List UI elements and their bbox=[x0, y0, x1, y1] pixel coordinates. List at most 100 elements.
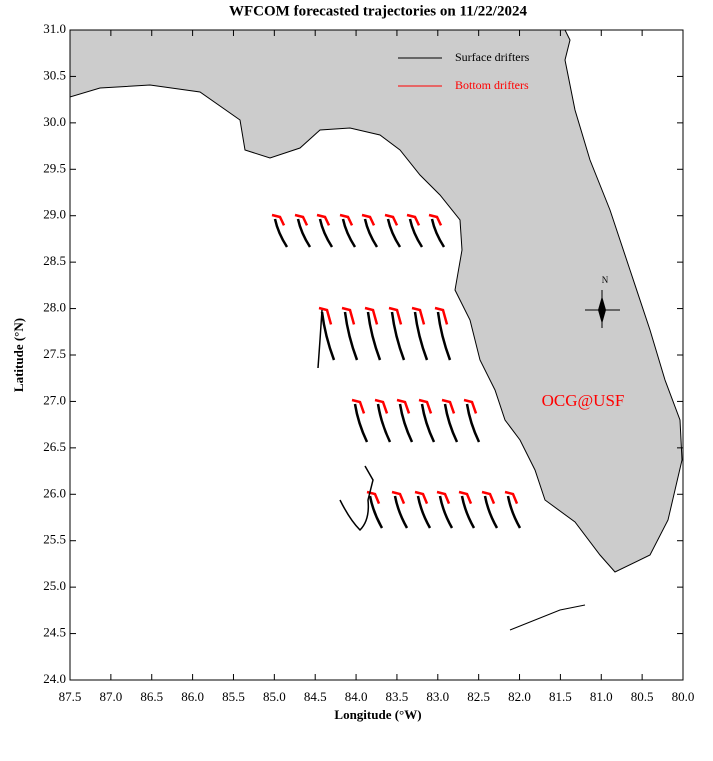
x-tick-label: 80.0 bbox=[672, 689, 695, 704]
bottom-trajectory bbox=[384, 213, 399, 226]
bottom-trajectory bbox=[418, 398, 433, 414]
x-tick-label: 82.0 bbox=[508, 689, 531, 704]
bottom-trajectory bbox=[414, 490, 429, 505]
x-tick-label: 86.0 bbox=[181, 689, 204, 704]
watermark: OCG@USF bbox=[542, 391, 625, 410]
bottom-trajectory bbox=[351, 398, 366, 414]
y-tick-label: 29.5 bbox=[43, 160, 66, 175]
bottom-trajectory bbox=[364, 306, 379, 325]
legend-label: Surface drifters bbox=[455, 50, 530, 64]
trajectories bbox=[271, 213, 522, 532]
y-tick-label: 31.0 bbox=[43, 21, 66, 36]
bottom-trajectory bbox=[441, 398, 456, 414]
bottom-trajectory bbox=[504, 490, 519, 505]
y-tick-label: 29.0 bbox=[43, 207, 66, 222]
compass: N bbox=[585, 275, 620, 328]
surface-trajectory bbox=[408, 218, 424, 248]
chart-title: WFCOM forecasted trajectories on 11/22/2… bbox=[229, 3, 527, 19]
surface-trajectory bbox=[413, 311, 429, 361]
x-tick-label: 85.0 bbox=[263, 689, 286, 704]
bottom-trajectory bbox=[481, 490, 496, 505]
keys bbox=[509, 604, 586, 631]
surface-trajectory bbox=[296, 218, 312, 248]
bottom-trajectory bbox=[341, 306, 356, 325]
y-tick-label: 25.0 bbox=[43, 578, 66, 593]
surface-trajectory bbox=[341, 218, 357, 248]
x-tick-label: 83.5 bbox=[386, 689, 409, 704]
y-tick-label: 30.0 bbox=[43, 114, 66, 129]
surface-trajectory bbox=[366, 311, 382, 361]
surface-trajectory bbox=[318, 218, 334, 248]
y-tick-label: 28.5 bbox=[43, 253, 66, 268]
bottom-trajectory bbox=[361, 213, 376, 226]
compass-needle bbox=[598, 296, 606, 324]
bottom-trajectory bbox=[339, 213, 354, 226]
x-tick-label: 80.5 bbox=[631, 689, 654, 704]
x-tick-label: 87.0 bbox=[99, 689, 122, 704]
surface-trajectory bbox=[416, 495, 432, 529]
surface-trajectory bbox=[390, 311, 406, 361]
surface-trajectory bbox=[363, 218, 379, 248]
bottom-trajectory bbox=[406, 213, 421, 226]
surface-trajectory bbox=[317, 309, 323, 369]
surface-trajectory bbox=[460, 495, 476, 529]
compass-label: N bbox=[602, 275, 609, 285]
x-tick-label: 85.5 bbox=[222, 689, 245, 704]
surface-trajectory bbox=[506, 495, 522, 529]
bottom-trajectory bbox=[428, 213, 443, 226]
bottom-trajectory bbox=[434, 306, 449, 325]
bottom-trajectory bbox=[463, 398, 478, 414]
x-tick-label: 83.0 bbox=[426, 689, 449, 704]
y-tick-label: 26.5 bbox=[43, 439, 66, 454]
surface-trajectory bbox=[393, 495, 409, 529]
y-axis-label: Latitude (°N) bbox=[11, 318, 26, 392]
bottom-trajectory bbox=[316, 213, 331, 226]
bottom-trajectory bbox=[436, 490, 451, 505]
bottom-trajectory bbox=[318, 306, 333, 325]
x-tick-label: 84.5 bbox=[304, 689, 327, 704]
surface-trajectory bbox=[430, 218, 446, 248]
y-tick-label: 28.0 bbox=[43, 300, 66, 315]
y-tick-label: 25.5 bbox=[43, 532, 66, 547]
surface-trajectory bbox=[368, 495, 384, 529]
surface-trajectory bbox=[273, 218, 289, 248]
legend-label: Bottom drifters bbox=[455, 78, 529, 92]
y-tick-label: 30.5 bbox=[43, 67, 66, 82]
surface-trajectory bbox=[443, 403, 459, 443]
y-tick-label: 26.0 bbox=[43, 485, 66, 500]
surface-trajectory bbox=[436, 311, 452, 361]
surface-trajectory bbox=[320, 311, 336, 361]
x-tick-label: 84.0 bbox=[345, 689, 368, 704]
surface-trajectory bbox=[376, 403, 392, 443]
x-tick-label: 86.5 bbox=[140, 689, 163, 704]
y-tick-label: 27.0 bbox=[43, 392, 66, 407]
surface-trajectory bbox=[483, 495, 499, 529]
surface-trajectory bbox=[339, 465, 374, 532]
y-tick-label: 27.5 bbox=[43, 346, 66, 361]
surface-trajectory bbox=[386, 218, 402, 248]
bottom-trajectory bbox=[458, 490, 473, 505]
y-tick-label: 24.5 bbox=[43, 625, 66, 640]
bottom-trajectory bbox=[411, 306, 426, 325]
x-tick-label: 81.0 bbox=[590, 689, 613, 704]
bottom-trajectory bbox=[388, 306, 403, 325]
bottom-trajectory bbox=[396, 398, 411, 414]
x-tick-label: 81.5 bbox=[549, 689, 572, 704]
surface-trajectory bbox=[465, 403, 481, 443]
bottom-trajectory bbox=[374, 398, 389, 414]
land bbox=[69, 29, 683, 573]
surface-trajectory bbox=[343, 311, 359, 361]
x-tick-label: 82.5 bbox=[467, 689, 490, 704]
bottom-trajectory bbox=[294, 213, 309, 226]
surface-trajectory bbox=[353, 403, 369, 443]
y-tick-label: 24.0 bbox=[43, 671, 66, 686]
florida-keys bbox=[509, 604, 586, 631]
surface-trajectory bbox=[398, 403, 414, 443]
x-tick-label: 87.5 bbox=[59, 689, 82, 704]
bottom-trajectory bbox=[271, 213, 286, 226]
x-axis-label: Longitude (°W) bbox=[334, 707, 421, 722]
bottom-trajectory bbox=[391, 490, 406, 505]
surface-trajectory bbox=[420, 403, 436, 443]
surface-trajectory bbox=[438, 495, 454, 529]
